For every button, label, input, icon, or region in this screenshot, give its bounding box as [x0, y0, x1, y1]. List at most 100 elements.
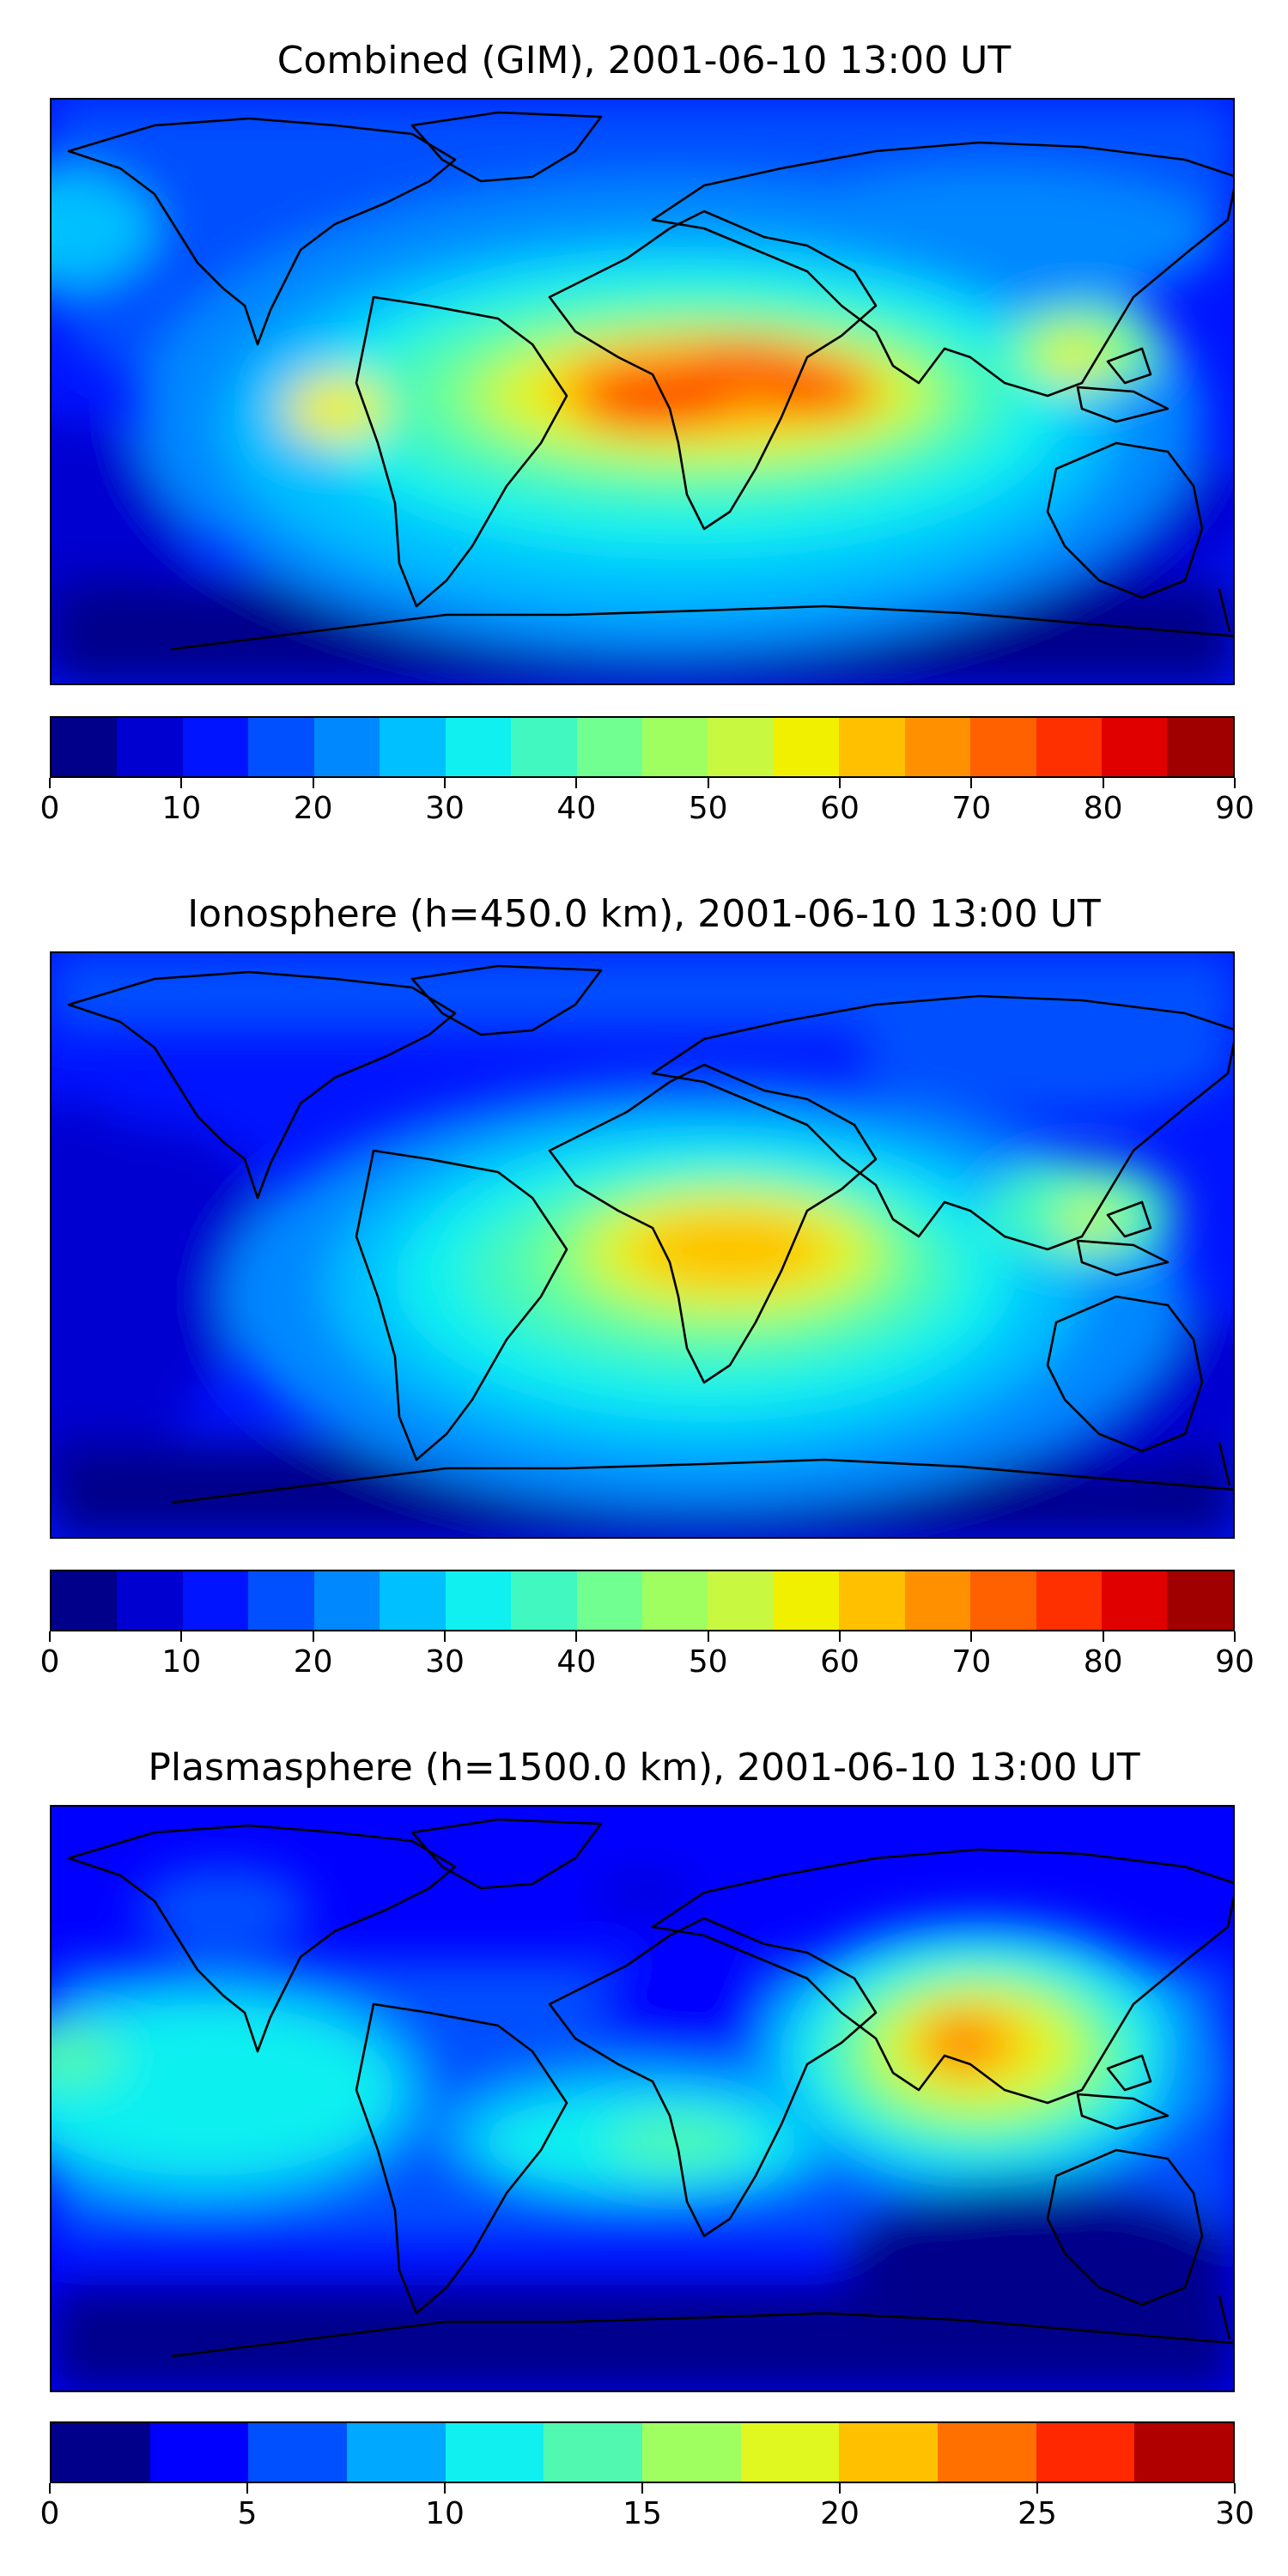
colorbar-tick-label: 50 — [688, 791, 728, 826]
colorbar-segment — [117, 1571, 183, 1630]
colorbar-tick — [1102, 1631, 1104, 1642]
colorbar-tick — [575, 1631, 578, 1642]
colorbar-tick — [970, 778, 973, 788]
colorbar-segment — [641, 1571, 708, 1630]
colorbar-segment — [839, 718, 905, 776]
colorbar-tick-label: 0 — [39, 2496, 60, 2531]
panel-3-colorbar-ticks: 0 5 10 15 20 25 30 — [40, 2483, 1255, 2535]
colorbar-tick — [1234, 2483, 1236, 2494]
colorbar-tick — [49, 778, 51, 788]
colorbar-tick-label: 70 — [951, 791, 992, 826]
panel-1-colorbar — [50, 716, 1235, 778]
colorbar-tick-label: 90 — [1215, 791, 1255, 826]
colorbar-tick — [839, 1631, 841, 1642]
colorbar-segment — [839, 1571, 905, 1630]
colorbar-segment — [839, 2423, 939, 2482]
panel-1-map — [50, 98, 1235, 685]
colorbar-segment — [773, 718, 840, 776]
colorbar-tick-label: 20 — [293, 791, 333, 826]
colorbar-segment — [380, 1571, 446, 1630]
colorbar-tick-label: 0 — [39, 1644, 60, 1680]
colorbar-segment — [1036, 2423, 1135, 2482]
colorbar-tick-label: 20 — [293, 1644, 333, 1680]
colorbar-tick — [1234, 778, 1236, 788]
colorbar-tick — [839, 2483, 841, 2494]
colorbar-tick — [246, 2483, 248, 2494]
colorbar-segment — [938, 2423, 1036, 2482]
colorbar-tick — [180, 778, 183, 788]
colorbar-tick — [575, 778, 578, 788]
colorbar-tick-label: 80 — [1083, 791, 1123, 826]
colorbar-segment — [641, 718, 708, 776]
colorbar-segment — [511, 718, 577, 776]
colorbar-segment — [1036, 1571, 1102, 1630]
colorbar-tick — [707, 778, 709, 788]
colorbar-tick — [49, 1631, 51, 1642]
panel-3-title: Plasmasphere (h=1500.0 km), 2001-06-10 1… — [148, 1746, 1140, 1789]
panel-2-colorbar-ticks: 0 10 20 30 40 50 60 70 80 90 — [40, 1631, 1255, 1683]
colorbar-tick-label: 50 — [688, 1644, 728, 1680]
colorbar-segment — [313, 718, 380, 776]
panel-2-title: Ionosphere (h=450.0 km), 2001-06-10 13:0… — [187, 892, 1101, 936]
colorbar-tick — [839, 778, 841, 788]
colorbar-tick-label: 5 — [237, 2496, 258, 2531]
colorbar-tick-label: 90 — [1215, 1644, 1255, 1680]
colorbar-tick-label: 60 — [820, 1644, 860, 1680]
colorbar-segment — [182, 718, 249, 776]
colorbar-tick — [312, 1631, 314, 1642]
panel-3-map — [50, 1805, 1235, 2392]
colorbar-tick — [312, 778, 314, 788]
colorbar-tick — [970, 1631, 973, 1642]
colorbar-tick-label: 40 — [556, 1644, 597, 1680]
colorbar-segment — [445, 2423, 544, 2482]
colorbar-tick-label: 0 — [39, 791, 60, 826]
colorbar-segment — [970, 718, 1036, 776]
panel-3-colorbar — [50, 2421, 1235, 2483]
colorbar-segment — [52, 2423, 150, 2482]
colorbar-segment — [52, 1571, 118, 1630]
colorbar-tick-label: 25 — [1018, 2496, 1057, 2531]
colorbar-segment — [904, 1571, 971, 1630]
colorbar-segment — [576, 1571, 642, 1630]
colorbar-segment — [52, 718, 118, 776]
colorbar-segment — [182, 1571, 249, 1630]
colorbar-segment — [708, 1571, 774, 1630]
colorbar-tick — [49, 2483, 51, 2494]
colorbar-tick-label: 10 — [161, 1644, 202, 1680]
panel-1-title: Combined (GIM), 2001-06-10 13:00 UT — [276, 39, 1012, 82]
colorbar-tick — [444, 2483, 446, 2494]
panel-2-map — [50, 951, 1235, 1539]
colorbar-tick-label: 20 — [820, 2496, 860, 2531]
colorbar-segment — [773, 1571, 840, 1630]
colorbar-tick — [444, 778, 446, 788]
colorbar-tick-label: 70 — [951, 1644, 992, 1680]
colorbar-tick-label: 15 — [623, 2496, 662, 2531]
colorbar-segment — [380, 718, 446, 776]
colorbar-tick-label: 10 — [161, 791, 202, 826]
colorbar-segment — [347, 2423, 446, 2482]
colorbar-tick-label: 10 — [425, 2496, 465, 2531]
panel-1-colorbar-ticks: 0 10 20 30 40 50 60 70 80 90 — [40, 778, 1255, 829]
colorbar-segment — [149, 2423, 249, 2482]
colorbar-tick — [444, 1631, 446, 1642]
colorbar-segment — [248, 1571, 314, 1630]
colorbar-tick — [180, 1631, 183, 1642]
colorbar-segment — [642, 2423, 741, 2482]
colorbar-tick-label: 80 — [1083, 1644, 1123, 1680]
colorbar-tick — [1102, 778, 1104, 788]
colorbar-segment — [313, 1571, 380, 1630]
colorbar-tick — [1234, 1631, 1236, 1642]
colorbar-segment — [1167, 1571, 1233, 1630]
colorbar-tick — [641, 2483, 643, 2494]
colorbar-tick-label: 30 — [1215, 2496, 1255, 2531]
colorbar-segment — [248, 2423, 348, 2482]
colorbar-segment — [970, 1571, 1036, 1630]
colorbar-segment — [1036, 718, 1102, 776]
colorbar-segment — [544, 2423, 643, 2482]
colorbar-segment — [1102, 718, 1168, 776]
colorbar-segment — [740, 2423, 840, 2482]
colorbar-segment — [708, 718, 774, 776]
colorbar-tick — [707, 1631, 709, 1642]
colorbar-segment — [445, 718, 512, 776]
colorbar-segment — [576, 718, 642, 776]
